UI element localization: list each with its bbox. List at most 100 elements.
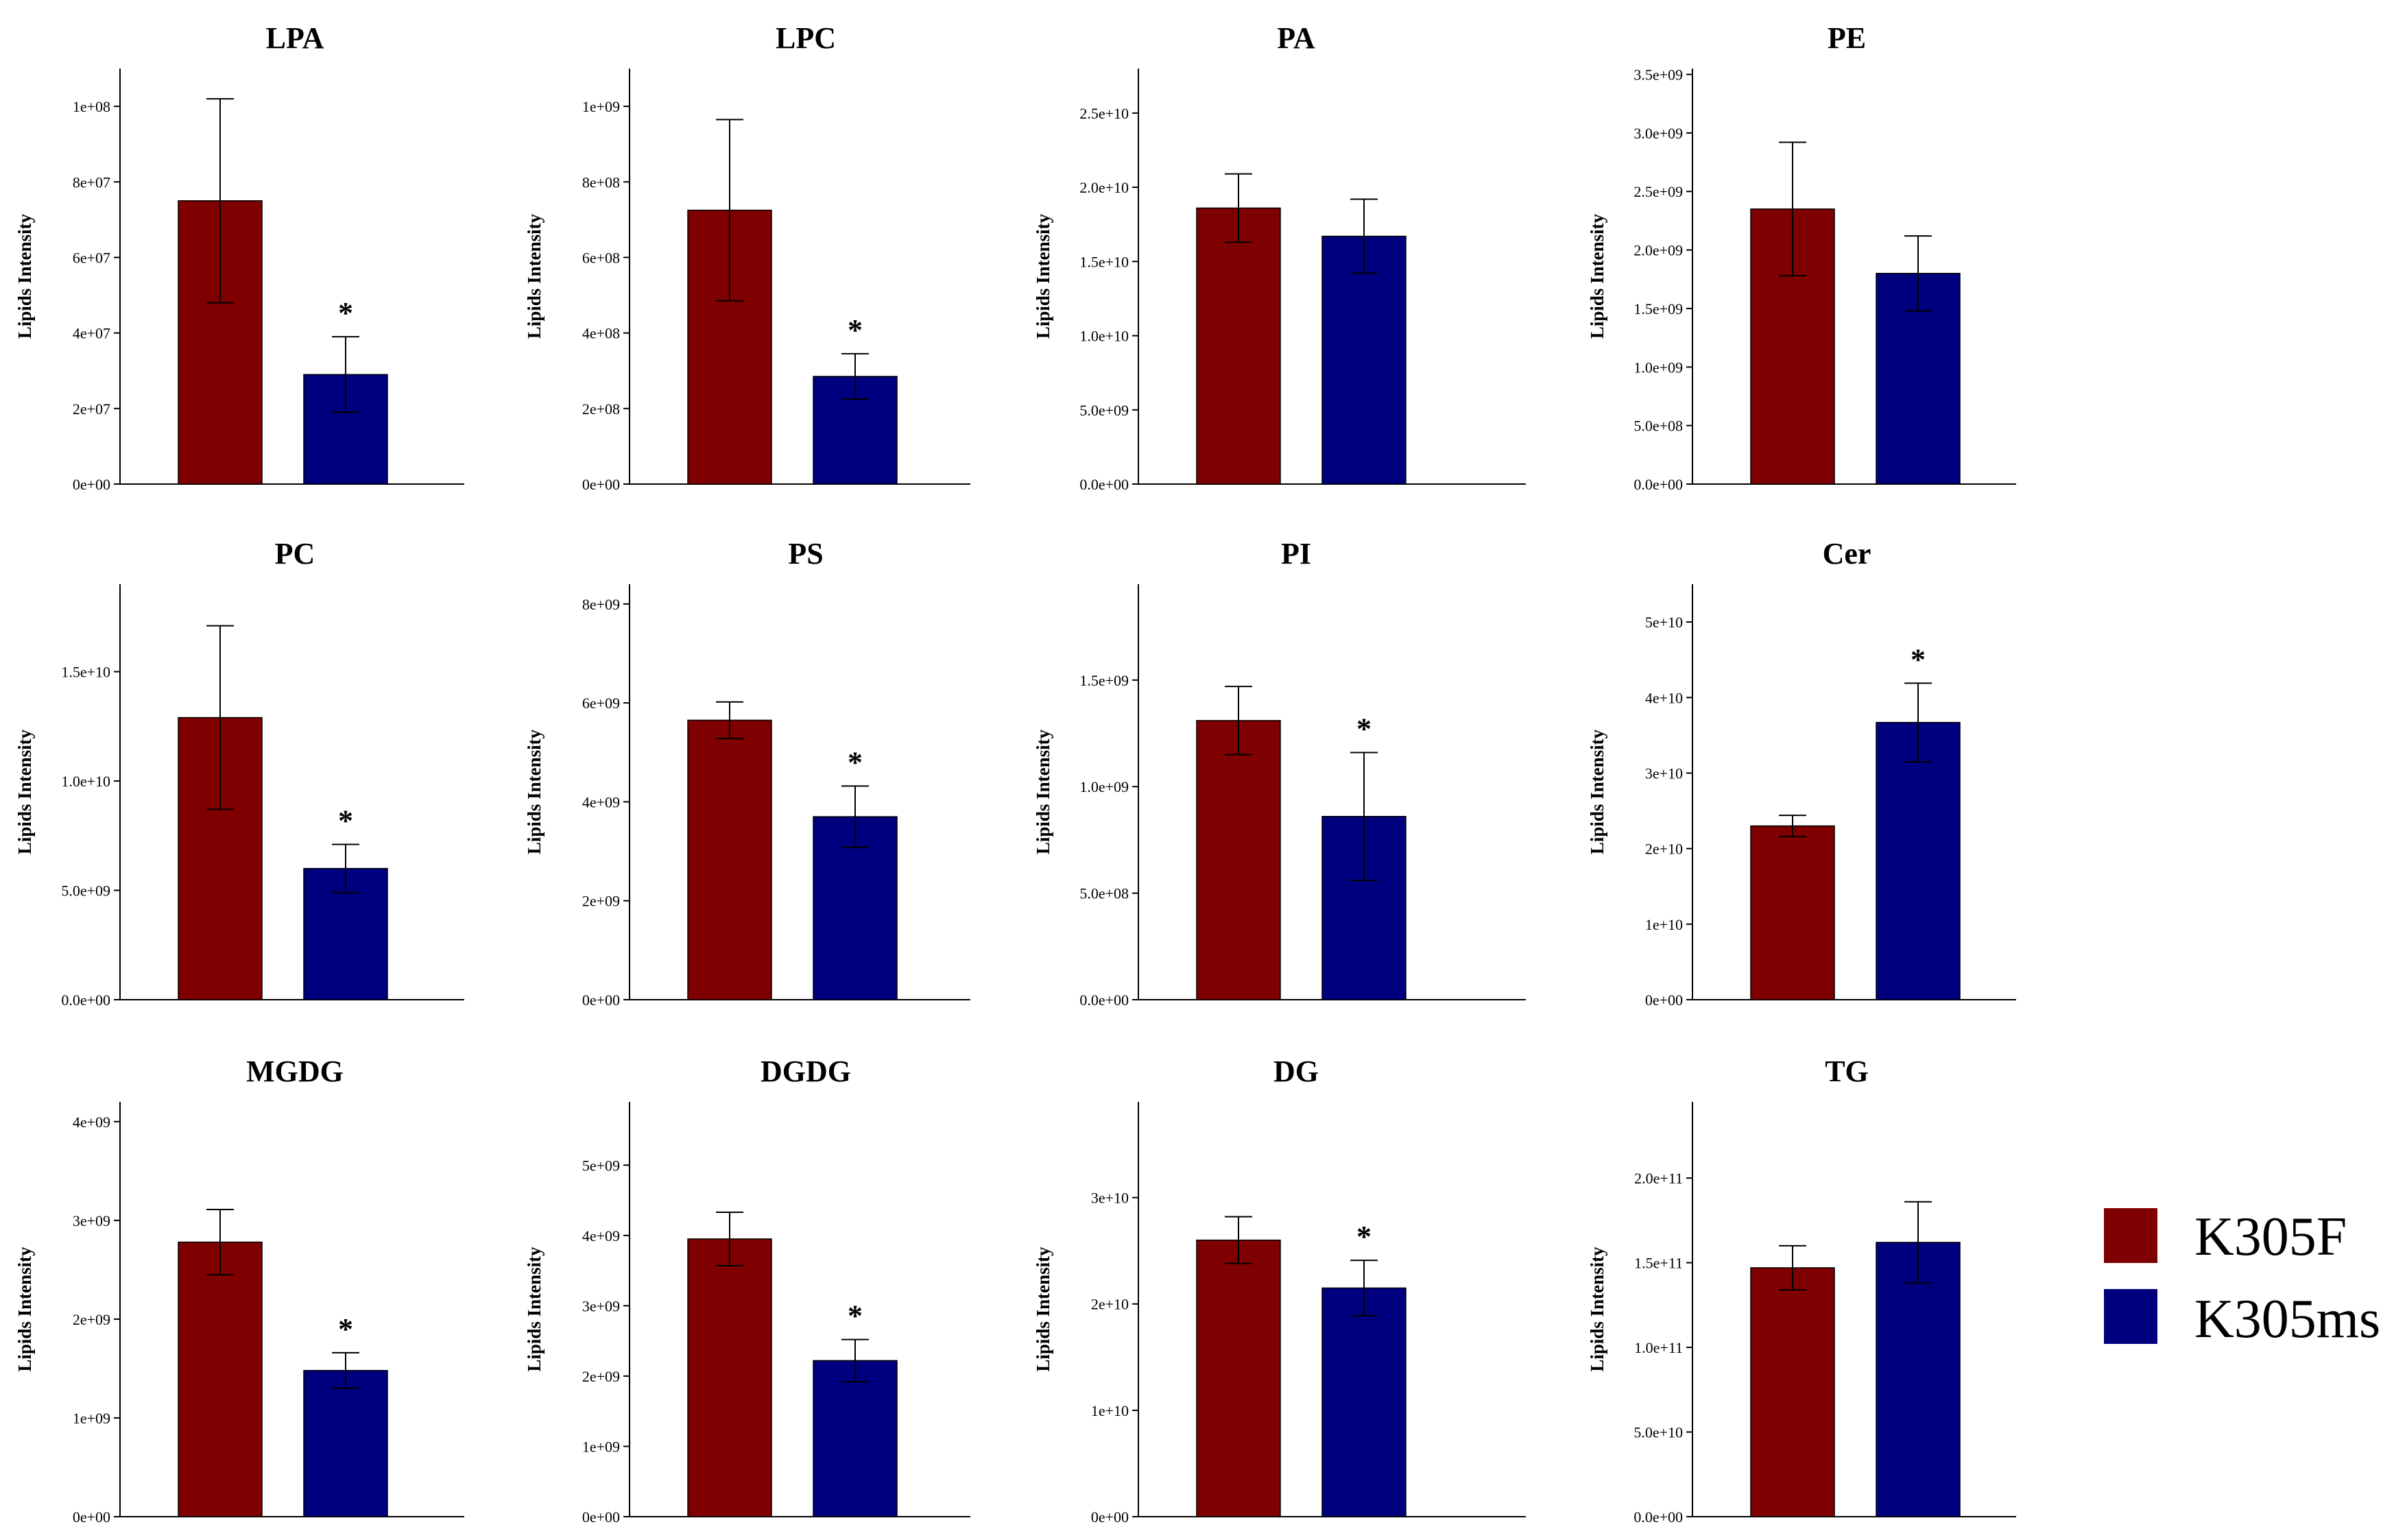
y-tick-label-pe: 5.0e+08 <box>1633 418 1683 435</box>
panel-title-lpc: LPC <box>776 21 836 55</box>
y-tick-label-pi: 0.0e+00 <box>1079 991 1129 1009</box>
y-tick-label-lpa: 8e+07 <box>73 173 110 191</box>
panel-title-pc: PC <box>275 537 315 570</box>
significance-star-pc: * <box>338 804 353 838</box>
y-tick-label-pe: 0.0e+00 <box>1633 476 1683 493</box>
legend-label-k305f: K305F <box>2194 1207 2347 1267</box>
y-tick-label-cer: 1e+10 <box>1645 916 1683 933</box>
bar-tg-k305ms <box>1876 1242 1961 1517</box>
y-axis-label-dg: Lipids Intensity <box>1033 1247 1053 1372</box>
panel-title-lpa: LPA <box>266 21 324 55</box>
bar-pa-k305f <box>1196 207 1281 485</box>
y-tick-label-cer: 2e+10 <box>1645 841 1683 858</box>
y-tick-label-pa: 5.0e+09 <box>1079 402 1129 419</box>
y-tick-label-ps: 0e+00 <box>582 991 620 1009</box>
y-tick-label-pe: 3.0e+09 <box>1633 125 1683 142</box>
bar-dg-k305ms <box>1321 1287 1407 1517</box>
y-tick-label-pc: 1.5e+10 <box>61 664 110 681</box>
y-tick-label-pi: 1.0e+09 <box>1079 778 1129 795</box>
y-tick-label-mgdg: 0e+00 <box>73 1508 110 1526</box>
y-axis-label-cer: Lipids Intensity <box>1587 729 1607 854</box>
y-axis-label-ps: Lipids Intensity <box>524 729 544 854</box>
bar-dg-k305f <box>1196 1239 1281 1517</box>
y-tick-label-tg: 1.5e+11 <box>1634 1255 1683 1272</box>
y-tick-label-pc: 1.0e+10 <box>61 773 110 790</box>
y-tick-label-dg: 1e+10 <box>1091 1402 1129 1419</box>
significance-star-lpa: * <box>338 296 353 330</box>
y-axis-label-pc: Lipids Intensity <box>14 729 35 854</box>
y-tick-label-ps: 8e+09 <box>582 596 620 613</box>
panel-title-dg: DG <box>1273 1055 1319 1088</box>
y-tick-label-dgdg: 1e+09 <box>582 1438 620 1455</box>
y-tick-label-lpc: 0e+00 <box>582 476 620 493</box>
y-tick-label-dgdg: 4e+09 <box>582 1227 620 1244</box>
panel-title-tg: TG <box>1825 1055 1869 1088</box>
y-tick-label-lpc: 8e+08 <box>582 173 620 191</box>
panel-title-pa: PA <box>1277 21 1315 55</box>
y-axis-label-mgdg: Lipids Intensity <box>14 1247 35 1372</box>
significance-star-pi: * <box>1356 712 1372 746</box>
bar-mgdg-k305f <box>178 1241 263 1517</box>
panel-pe: PE Lipids Intensity 0.0e+00 5.0e+08 1.0e+09 1… <box>1587 21 2016 493</box>
panel-dgdg: DGDG Lipids Intensity 0e+00 1e+09 2e+09 3e+09… <box>524 1055 970 1526</box>
y-tick-label-mgdg: 3e+09 <box>73 1212 110 1229</box>
panel-ps: PS Lipids Intensity 0e+00 2e+09 4e+09 6e+09 8e… <box>524 537 970 1009</box>
y-tick-label-lpa: 2e+07 <box>73 400 110 418</box>
panel-mgdg: MGDG Lipids Intensity 0e+00 1e+09 2e+09 3e+09… <box>14 1055 464 1526</box>
y-tick-label-tg: 1.0e+11 <box>1634 1339 1683 1356</box>
y-tick-label-lpa: 1e+08 <box>73 98 110 115</box>
bar-dgdg-k305ms <box>813 1360 898 1517</box>
y-tick-label-pa: 1.5e+10 <box>1079 253 1129 270</box>
y-tick-label-dgdg: 0e+00 <box>582 1508 620 1526</box>
legend-swatch-k305ms <box>2104 1289 2157 1344</box>
y-tick-label-lpa: 0e+00 <box>73 476 110 493</box>
y-tick-label-ps: 2e+09 <box>582 893 620 910</box>
y-tick-label-cer: 3e+10 <box>1645 765 1683 782</box>
y-tick-label-lpa: 4e+07 <box>73 325 110 342</box>
y-axis-label-dgdg: Lipids Intensity <box>524 1247 544 1372</box>
y-tick-label-dg: 0e+00 <box>1091 1508 1129 1526</box>
y-tick-label-pe: 1.5e+09 <box>1633 300 1683 317</box>
y-axis-label-tg: Lipids Intensity <box>1587 1247 1607 1372</box>
bar-ps-k305f <box>687 719 772 1000</box>
y-axis-label-pa: Lipids Intensity <box>1033 213 1053 339</box>
y-tick-label-pe: 3.5e+09 <box>1633 67 1683 84</box>
panel-lpa: LPA Lipids Intensity 0e+00 2e+07 4e+07 6e+07 8… <box>14 21 464 493</box>
panel-pa: PA Lipids Intensity 0.0e+00 5.0e+09 1.0e+10 1… <box>1033 21 1526 493</box>
y-axis-label-pe: Lipids Intensity <box>1587 213 1607 339</box>
y-tick-label-pi: 1.5e+09 <box>1079 672 1129 689</box>
y-tick-label-mgdg: 2e+09 <box>73 1311 110 1328</box>
panel-tg: TG Lipids Intensity 0.0e+00 5.0e+10 1.0e+11 1… <box>1587 1055 2016 1526</box>
bar-dgdg-k305f <box>687 1238 772 1517</box>
bar-mgdg-k305ms <box>303 1370 388 1517</box>
significance-star-dgdg: * <box>848 1299 863 1333</box>
significance-star-dg: * <box>1356 1220 1372 1253</box>
y-tick-label-lpc: 6e+08 <box>582 249 620 266</box>
panel-pi: PI Lipids Intensity 0.0e+00 5.0e+08 1.0e+09 1… <box>1033 537 1526 1009</box>
panels-group: LPA Lipids Intensity 0e+00 2e+07 4e+07 6e+07 8… <box>14 21 2016 1526</box>
panel-lpc: LPC Lipids Intensity 0e+00 2e+08 4e+08 6e+08 8… <box>524 21 970 493</box>
bar-tg-k305f <box>1750 1267 1835 1517</box>
panel-title-ps: PS <box>788 537 823 570</box>
panel-pc: PC Lipids Intensity 0.0e+00 5.0e+09 1.0e+10 1… <box>14 537 464 1009</box>
legend-label-k305ms: K305ms <box>2194 1289 2380 1349</box>
y-tick-label-dgdg: 3e+09 <box>582 1297 620 1314</box>
bar-pi-k305f <box>1196 720 1281 1000</box>
bar-cer-k305ms <box>1876 721 1961 1000</box>
y-tick-label-pc: 5.0e+09 <box>61 882 110 900</box>
panel-cer: Cer Lipids Intensity 0e+00 1e+10 2e+10 3e+10 4… <box>1587 537 2016 1009</box>
y-tick-label-tg: 0.0e+00 <box>1633 1508 1683 1526</box>
panel-dg: DG Lipids Intensity 0e+00 1e+10 2e+10 3e+10 * <box>1033 1055 1526 1526</box>
panel-title-pi: PI <box>1281 537 1311 570</box>
significance-star-lpc: * <box>848 313 863 347</box>
y-tick-label-pe: 2.0e+09 <box>1633 242 1683 259</box>
y-tick-label-lpa: 6e+07 <box>73 249 110 266</box>
y-tick-label-mgdg: 1e+09 <box>73 1410 110 1427</box>
y-axis-label-lpc: Lipids Intensity <box>524 213 544 339</box>
y-tick-label-ps: 6e+09 <box>582 695 620 712</box>
legend-swatch-k305f <box>2104 1208 2157 1263</box>
y-axis-label-lpa: Lipids Intensity <box>14 213 35 339</box>
y-tick-label-pa: 1.0e+10 <box>1079 328 1129 345</box>
y-tick-label-cer: 0e+00 <box>1645 991 1683 1009</box>
y-tick-label-pe: 2.5e+09 <box>1633 183 1683 200</box>
